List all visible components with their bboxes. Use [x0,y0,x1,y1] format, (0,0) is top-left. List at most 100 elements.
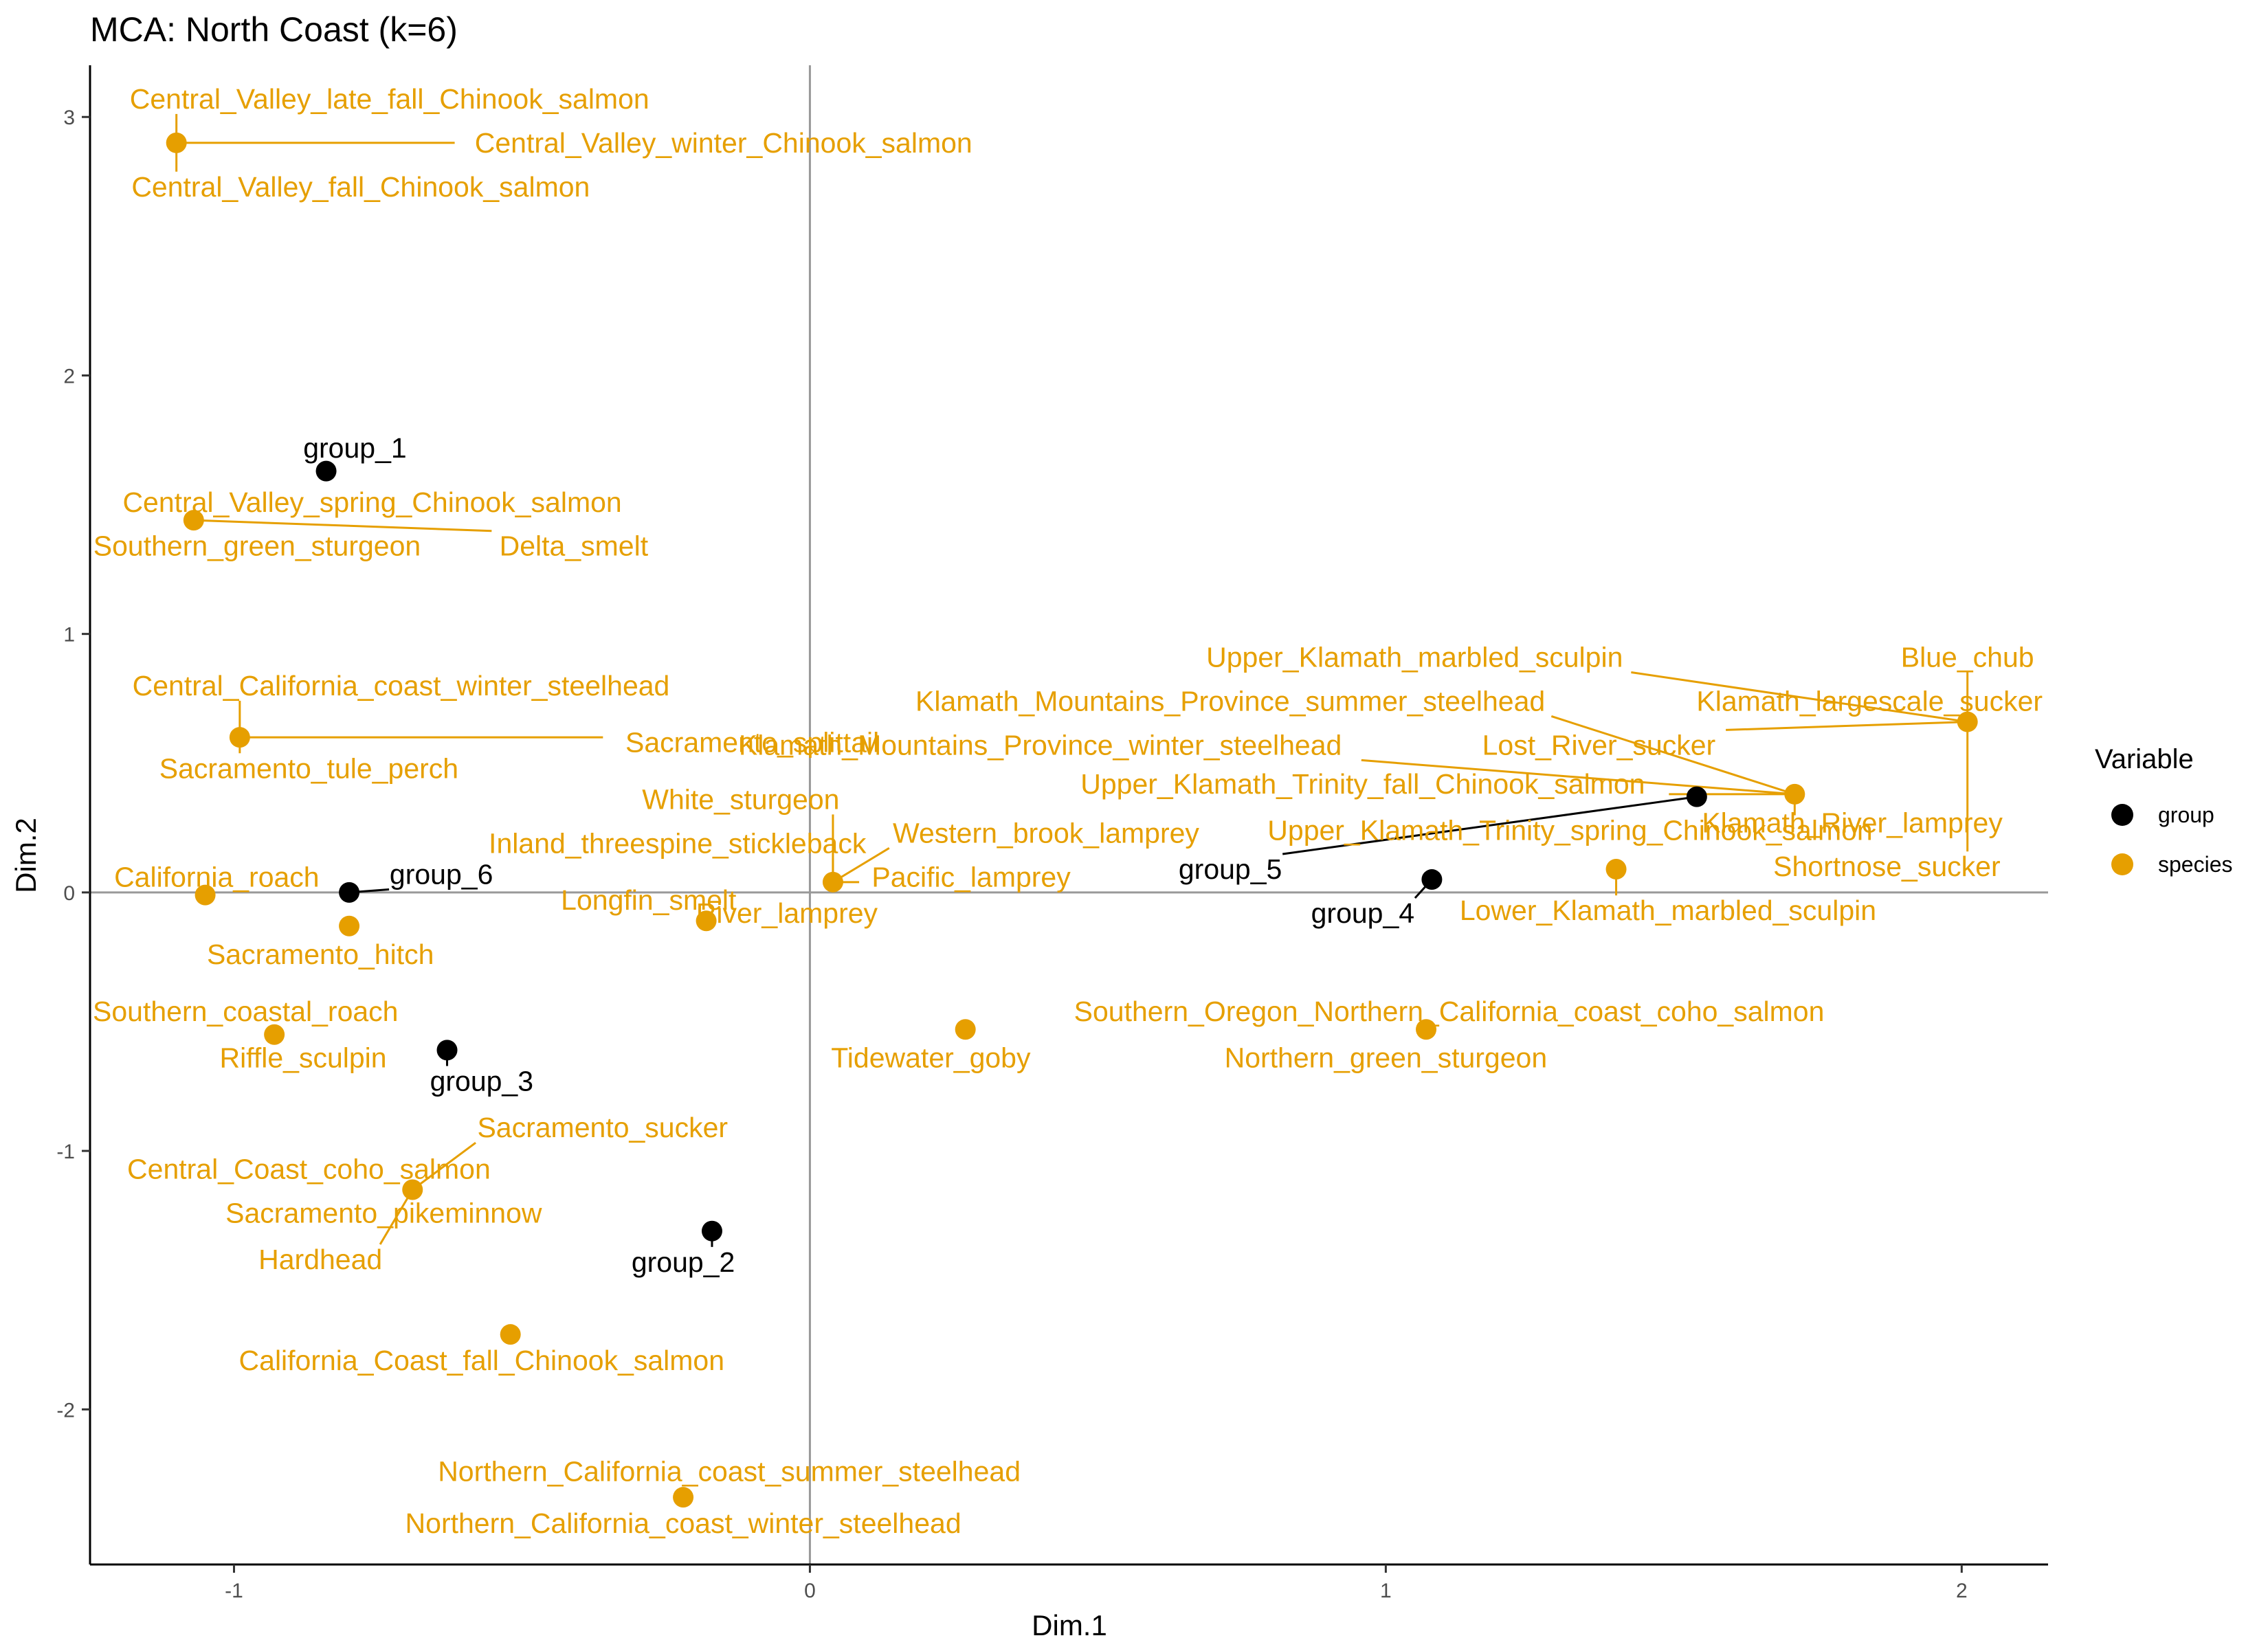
y-tick-label: 0 [63,882,75,905]
species-label: Western_brook_lamprey [893,817,1199,849]
species-point [955,1019,976,1040]
species-point [500,1324,521,1345]
x-tick-label: 2 [1956,1580,1968,1602]
leader-line [193,519,492,532]
species-label: Sacramento_sucker [477,1112,728,1143]
species-label: Sacramento_tule_perch [159,752,458,784]
x-tick-label: 1 [1380,1580,1392,1602]
leader-line [412,1142,476,1191]
legend-title: Variable [2095,744,2194,774]
species-label: Tidewater_goby [831,1042,1031,1074]
species-point [1784,783,1805,805]
species-label: Klamath_River_lamprey [1702,807,2003,838]
species-label: White_sturgeon [642,783,839,815]
species-point [673,1487,694,1508]
species-label: Sacramento_pikeminnow [225,1197,542,1229]
species-label: Longfin_smelt [561,884,737,916]
species-label: Sacramento_hitch [207,939,434,970]
species-label: Central_Valley_winter_Chinook_salmon [475,127,972,159]
leader-line [1550,715,1795,796]
species-label: Northern_green_sturgeon [1225,1042,1548,1074]
chart-title: MCA: North Coast (k=6) [90,10,458,49]
group-label: group_2 [632,1246,735,1278]
y-tick-label: 3 [63,106,75,129]
reference-lines [90,65,2048,1564]
group-point [1421,869,1443,890]
species-label: Klamath_Mountains_Province_summer_steelh… [915,685,1545,717]
group-point [315,460,337,482]
x-axis-title: Dim.1 [1032,1609,1107,1641]
y-tick-label: 2 [63,365,75,388]
legend-key-group [2111,804,2133,826]
y-tick-label: -2 [56,1399,75,1422]
species-label: Northern_California_coast_summer_steelhe… [438,1456,1021,1488]
species-point [183,510,204,531]
group-label: group_6 [390,859,493,890]
species-label: Hardhead [258,1244,382,1275]
species-point [1416,1019,1437,1040]
legend: Variable group species [2095,744,2233,877]
species-label: Southern_green_sturgeon [93,530,421,562]
species-point [229,727,250,748]
group-label: group_1 [303,432,406,464]
species-label: Sacramento_splittail [625,727,879,759]
x-tick-label: 0 [804,1580,816,1602]
leader-line [1631,671,1968,723]
y-tick-label: -1 [56,1141,75,1163]
species-point [1957,711,1978,732]
group-point [701,1220,722,1242]
species-label: Central_Valley_late_fall_Chinook_salmon [130,83,649,115]
group-point [436,1040,458,1061]
species-label: Lower_Klamath_marbled_sculpin [1460,895,1876,926]
species-label: Central_Valley_fall_Chinook_salmon [131,171,590,203]
species-label: River_lamprey [696,897,878,929]
group-label: group_4 [1311,897,1414,929]
species-label: Riffle_sculpin [219,1042,386,1074]
species-point [194,884,216,906]
leader-line [379,1189,414,1245]
group-point [1686,786,1707,807]
species-label: Shortnose_sucker [1773,851,2000,882]
point-labels: Central_Valley_late_fall_Chinook_salmon C… [93,83,2043,1539]
species-point [264,1024,285,1045]
species-label: Upper_Klamath_Trinity_spring_Chinook_sal… [1267,815,1872,846]
species-label: Southern_coastal_roach [93,996,398,1027]
legend-label-group: group [2158,803,2214,827]
species-label: Blue_chub [1901,642,2034,673]
species-label: Lost_River_sucker [1482,729,1716,761]
legend-label-species: species [2158,852,2233,877]
x-tick-label: -1 [225,1580,243,1602]
species-point [402,1179,423,1200]
species-label: Central_California_coast_winter_steelhea… [133,670,670,702]
axes: -1 0 1 2 -2 -1 0 1 2 3 [56,65,2048,1602]
y-axis-title: Dim.2 [10,818,42,893]
species-point [339,915,360,936]
leader-line [1282,796,1698,855]
group-label: group_3 [430,1065,533,1097]
species-point [166,132,187,153]
species-label: Northern_California_coast_winter_steelhe… [405,1507,961,1539]
species-point [1605,859,1627,880]
species-label: Klamath_largescale_sucker [1696,685,2043,717]
species-label: California_roach [114,861,320,893]
species-label: Central_Valley_spring_Chinook_salmon [122,486,621,518]
species-point [822,871,843,893]
species-label: Central_Coast_coho_salmon [127,1153,491,1185]
species-label: Klamath_Mountains_Province_winter_steelh… [739,729,1342,761]
species-point [696,910,717,932]
species-label: California_Coast_fall_Chinook_salmon [239,1345,725,1376]
y-tick-label: 1 [63,624,75,647]
species-label: Delta_smelt [500,530,649,562]
species-label: Upper_Klamath_Trinity_fall_Chinook_salmo… [1080,768,1645,800]
species-label: Upper_Klamath_marbled_sculpin [1206,642,1623,673]
group-label: group_5 [1179,853,1282,885]
leader-line [1726,721,1968,731]
species-label: Southern_Oregon_Northern_California_coas… [1074,996,1825,1027]
species-label: Inland_threespine_stickleback [489,827,867,859]
data-points [166,132,1978,1508]
leader-line [832,847,890,884]
leader-line [1361,759,1795,796]
group-point [339,882,360,903]
